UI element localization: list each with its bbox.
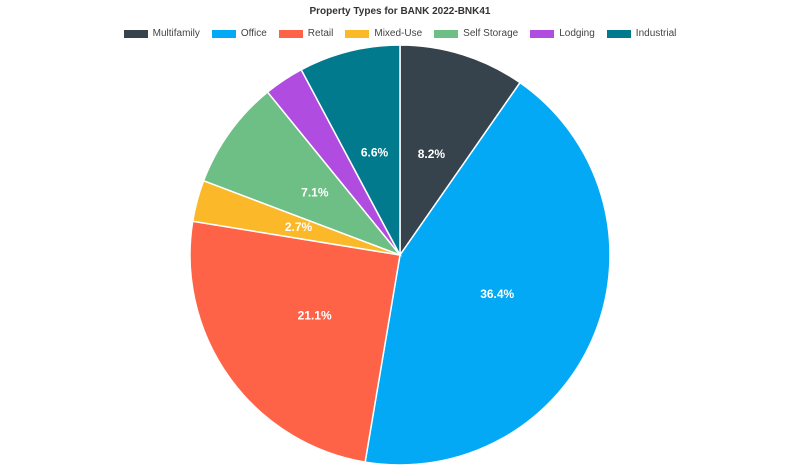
chart-title: Property Types for BANK 2022-BNK41 bbox=[309, 6, 491, 17]
pie-slice-retail[interactable] bbox=[189, 220, 401, 463]
slice-label-self-storage: 7.1% bbox=[301, 186, 329, 200]
legend-swatch bbox=[123, 29, 148, 38]
legend-swatch bbox=[345, 29, 370, 38]
legend-label: Mixed-Use bbox=[374, 28, 423, 39]
legend-label: Office bbox=[240, 28, 267, 39]
legend-label: Multifamily bbox=[152, 28, 200, 39]
legend-swatch bbox=[606, 29, 631, 38]
legend-swatch bbox=[278, 29, 303, 38]
legend-item-mixed-use[interactable]: Mixed-Use bbox=[345, 28, 422, 39]
pie-slice-self-storage[interactable] bbox=[202, 90, 403, 257]
slice-label-multifamily: 8.2% bbox=[418, 147, 446, 161]
slice-label-mixed-use: 2.7% bbox=[285, 220, 313, 234]
slice-label-retail: 21.1% bbox=[298, 308, 332, 322]
legend-item-office[interactable]: Office bbox=[211, 28, 267, 39]
legend-item-industrial[interactable]: Industrial bbox=[606, 28, 677, 39]
pie-slice-multifamily[interactable] bbox=[399, 44, 522, 258]
legend-label: Industrial bbox=[635, 28, 677, 39]
legend-item-lodging[interactable]: Lodging bbox=[530, 28, 595, 39]
chart-legend: Multifamily Office Retail Mixed-Use Self Sto… bbox=[0, 28, 800, 39]
legend-swatch bbox=[530, 29, 555, 38]
pie-slice-industrial[interactable] bbox=[300, 44, 401, 256]
legend-swatch bbox=[434, 29, 459, 38]
slice-label-industrial: 6.6% bbox=[361, 145, 389, 159]
legend-swatch bbox=[211, 29, 236, 38]
legend-item-self-storage[interactable]: Self Storage bbox=[434, 28, 518, 39]
legend-item-multifamily[interactable]: Multifamily bbox=[123, 28, 200, 39]
legend-label: Retail bbox=[307, 28, 334, 39]
legend-label: Lodging bbox=[559, 28, 595, 39]
legend-item-retail[interactable]: Retail bbox=[278, 28, 334, 39]
legend-label: Self Storage bbox=[463, 28, 519, 39]
pie-slice-office[interactable] bbox=[364, 81, 611, 466]
slice-label-office: 36.4% bbox=[480, 287, 514, 301]
